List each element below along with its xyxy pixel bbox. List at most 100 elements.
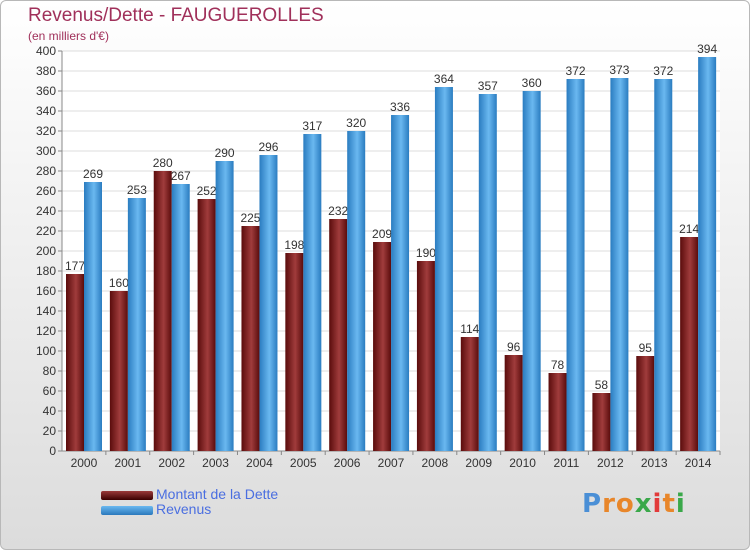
- data-label-revenue: 269: [83, 167, 103, 181]
- data-label-revenue: 372: [566, 64, 586, 78]
- y-tick-label: 200: [36, 244, 56, 258]
- logo-letter: t: [662, 489, 676, 519]
- bar-debt: [636, 356, 655, 451]
- bar-debt: [241, 226, 260, 451]
- data-label-debt: 198: [284, 238, 304, 252]
- bar-debt: [109, 291, 128, 451]
- x-tick-label: 2012: [597, 456, 624, 470]
- bar-debt: [680, 237, 699, 451]
- data-label-debt: 177: [65, 259, 85, 273]
- bar-debt: [504, 355, 523, 451]
- logo-letter: i: [652, 489, 663, 519]
- x-tick-label: 2006: [334, 456, 361, 470]
- data-label-revenue: 317: [302, 119, 322, 133]
- bar-revenue: [698, 57, 717, 451]
- data-label-revenue: 296: [258, 140, 278, 154]
- x-tick-label: 2009: [465, 456, 492, 470]
- data-label-revenue: 290: [215, 146, 235, 160]
- data-label-debt: 96: [507, 340, 521, 354]
- y-tick-label: 120: [36, 324, 56, 338]
- x-tick-label: 2001: [114, 456, 141, 470]
- y-tick-label: 320: [36, 124, 56, 138]
- bar-debt: [285, 253, 304, 451]
- bar-revenue: [391, 115, 410, 451]
- x-tick-label: 2010: [509, 456, 536, 470]
- y-tick-label: 340: [36, 104, 56, 118]
- bar-revenue: [522, 91, 541, 451]
- y-tick-label: 220: [36, 224, 56, 238]
- y-tick-label: 60: [43, 384, 57, 398]
- data-label-debt: 225: [240, 211, 260, 225]
- data-label-revenue: 267: [171, 169, 191, 183]
- logo-letter: P: [582, 489, 603, 519]
- y-tick-label: 80: [43, 364, 57, 378]
- y-tick-label: 240: [36, 204, 56, 218]
- x-tick-label: 2014: [685, 456, 712, 470]
- y-tick-label: 360: [36, 84, 56, 98]
- bar-debt: [197, 199, 216, 451]
- y-tick-label: 160: [36, 284, 56, 298]
- data-label-debt: 252: [197, 184, 217, 198]
- bar-revenue: [478, 94, 497, 451]
- bar-revenue: [654, 79, 673, 451]
- bar-revenue: [171, 184, 190, 451]
- legend-swatch-revenue: [101, 506, 153, 515]
- data-label-debt: 114: [460, 322, 479, 336]
- bar-revenue: [259, 155, 278, 451]
- y-tick-label: 40: [43, 404, 57, 418]
- y-tick-label: 100: [36, 344, 56, 358]
- legend-swatch-debt: [101, 491, 153, 500]
- logo-letter: r: [602, 489, 616, 519]
- y-tick-label: 280: [36, 164, 56, 178]
- chart-subtitle: (en milliers d'€): [28, 29, 109, 43]
- bar-revenue: [84, 182, 102, 451]
- data-label-revenue: 320: [346, 116, 366, 130]
- data-label-debt: 214: [679, 222, 699, 236]
- data-label-revenue: 373: [609, 63, 629, 77]
- x-tick-label: 2008: [422, 456, 449, 470]
- bar-debt: [329, 219, 348, 451]
- x-tick-label: 2011: [554, 456, 580, 470]
- data-label-revenue: 394: [697, 42, 717, 56]
- data-label-revenue: 253: [127, 183, 147, 197]
- bar-debt: [66, 274, 84, 451]
- bar-debt: [373, 242, 392, 451]
- data-label-debt: 95: [639, 341, 653, 355]
- bar-revenue: [610, 78, 629, 451]
- y-tick-label: 380: [36, 64, 56, 78]
- logo-letter: x: [634, 489, 653, 519]
- x-tick-label: 2007: [378, 456, 405, 470]
- y-tick-label: 20: [43, 424, 57, 438]
- data-label-revenue: 336: [390, 100, 410, 114]
- x-tick-label: 2000: [71, 456, 98, 470]
- x-tick-label: 2004: [246, 456, 273, 470]
- y-tick-label: 400: [36, 44, 56, 58]
- data-label-debt: 190: [416, 246, 436, 260]
- bar-revenue: [127, 198, 146, 451]
- x-tick-label: 2002: [158, 456, 185, 470]
- bar-revenue: [303, 134, 322, 451]
- data-label-revenue: 372: [653, 64, 673, 78]
- bar-revenue: [434, 87, 453, 451]
- legend-label-debt: Montant de la Dette: [156, 486, 279, 502]
- bar-revenue: [215, 161, 234, 451]
- logo-letter: i: [675, 489, 686, 519]
- bar-debt: [416, 261, 435, 451]
- data-label-revenue: 364: [434, 72, 454, 86]
- legend-label-revenue: Revenus: [156, 501, 212, 517]
- data-label-debt: 160: [109, 276, 129, 290]
- y-tick-label: 180: [36, 264, 56, 278]
- y-tick-label: 0: [49, 444, 56, 458]
- chart-title: Revenus/Dette - FAUGUEROLLES: [28, 5, 324, 26]
- bar-debt: [548, 373, 567, 451]
- x-tick-label: 2005: [290, 456, 317, 470]
- bar-debt: [153, 171, 172, 451]
- bar-debt: [592, 393, 611, 451]
- data-label-revenue: 357: [478, 79, 498, 93]
- data-label-revenue: 360: [522, 76, 542, 90]
- data-label-debt: 280: [153, 156, 173, 170]
- logo-letter: o: [615, 489, 635, 519]
- data-label-debt: 209: [372, 227, 392, 241]
